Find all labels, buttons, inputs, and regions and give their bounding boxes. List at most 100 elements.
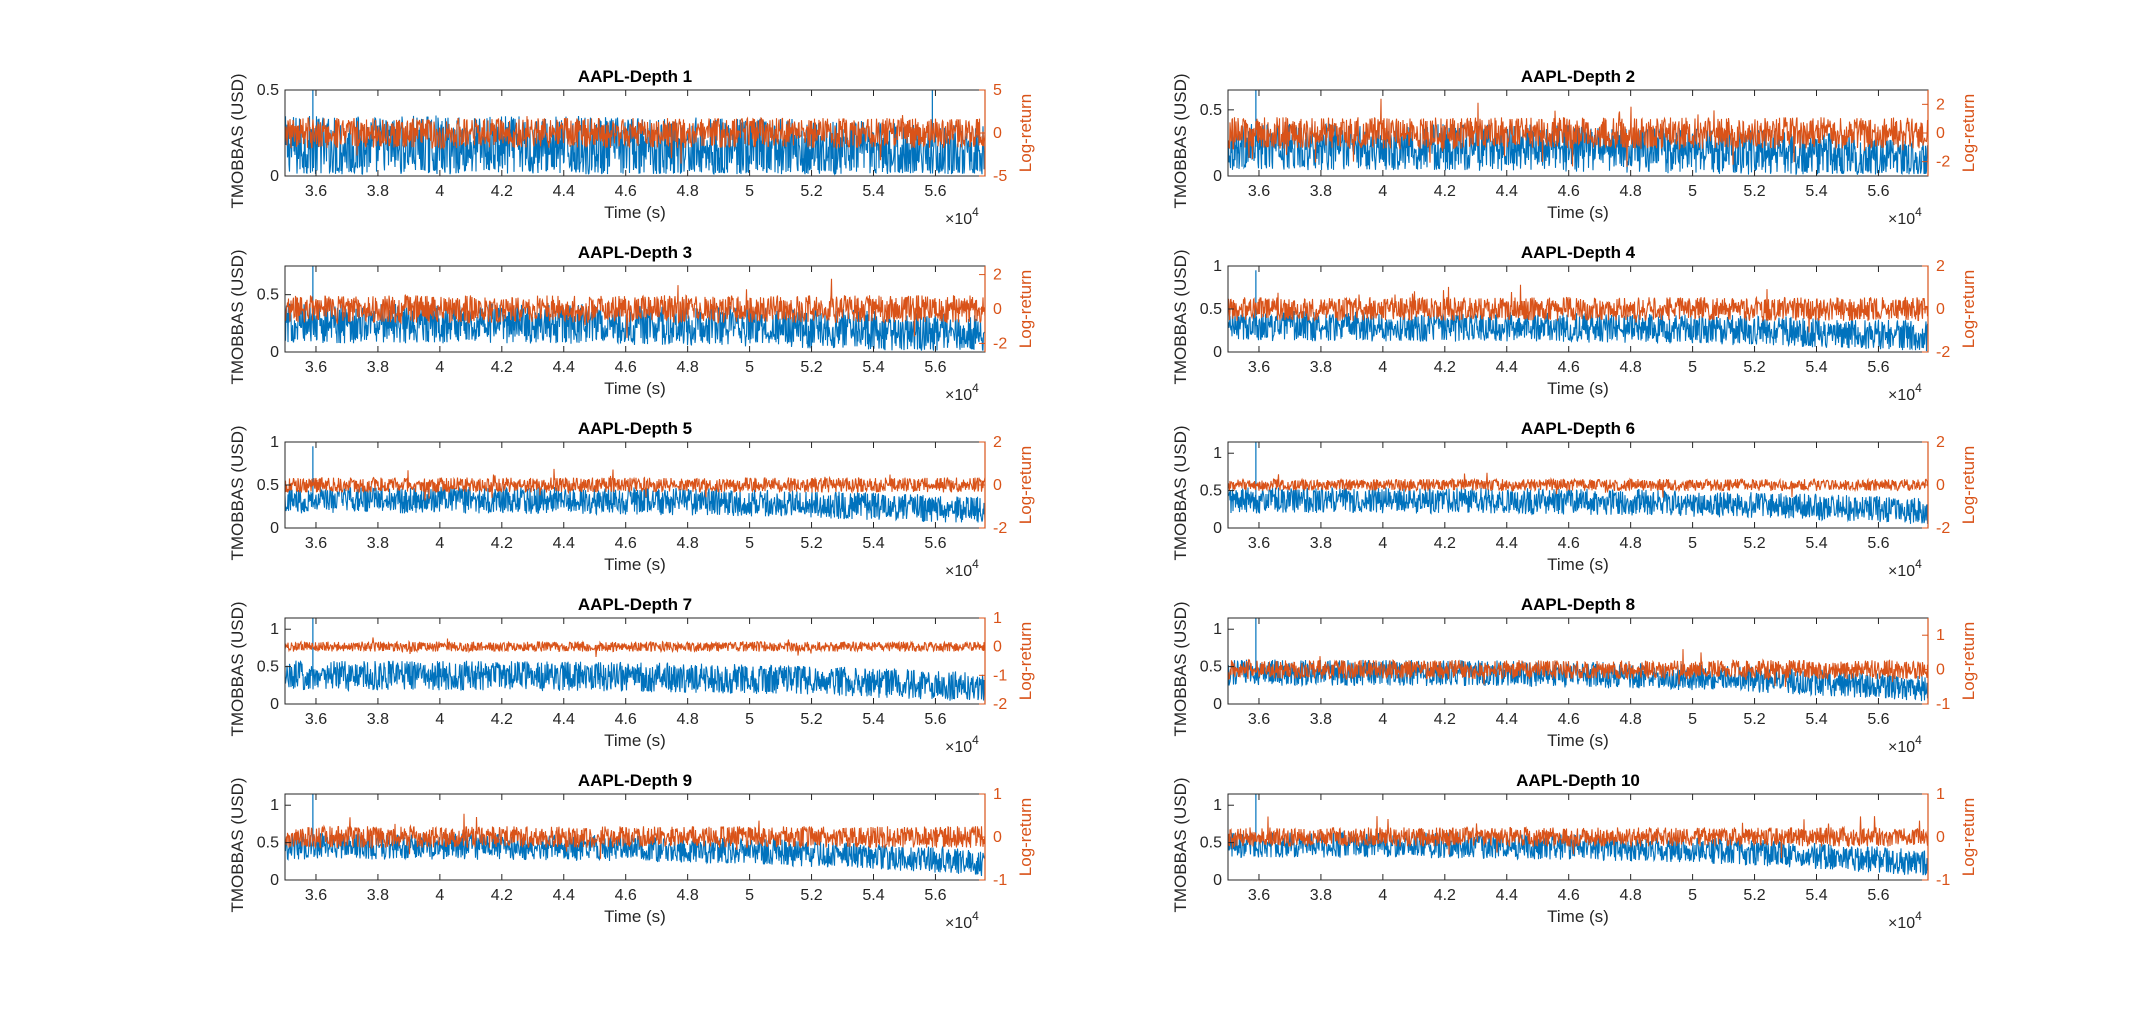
y-left-axis-label: TMOBBAS (USD) xyxy=(1171,601,1190,736)
y-left-tick-label: 0.5 xyxy=(257,477,279,494)
y-left-tick-label: 0 xyxy=(270,696,279,713)
subplot-title: AAPL-Depth 2 xyxy=(1521,67,1635,86)
y-left-axis-label: TMOBBAS (USD) xyxy=(228,73,247,208)
y-right-tick-label: -1 xyxy=(993,667,1007,684)
log-return-series-line xyxy=(1228,472,1928,498)
y-left-tick-label: 1 xyxy=(1213,445,1222,462)
x-tick-label: 4 xyxy=(435,359,444,376)
y-right-tick-label: 0 xyxy=(993,301,1002,318)
x-tick-label: 5.6 xyxy=(924,535,946,552)
y-left-tick-label: 0.5 xyxy=(1200,483,1222,500)
x-tick-label: 5.6 xyxy=(924,359,946,376)
y-left-tick-label: 0.5 xyxy=(1200,102,1222,119)
x-tick-label: 4.2 xyxy=(1434,535,1456,552)
y-right-axis-label: Log-return xyxy=(1959,94,1978,172)
x-tick-label: 5 xyxy=(745,711,754,728)
x-tick-label: 3.8 xyxy=(367,887,389,904)
x-tick-label: 5.4 xyxy=(862,535,884,552)
x-tick-label: 5.2 xyxy=(800,183,822,200)
x-tick-label: 5.2 xyxy=(800,711,822,728)
x-tick-label: 5.6 xyxy=(924,183,946,200)
x-tick-label: 4.2 xyxy=(491,711,513,728)
x-tick-label: 3.8 xyxy=(367,711,389,728)
y-right-tick-label: -2 xyxy=(1936,154,1950,171)
x-tick-label: 4 xyxy=(1378,183,1387,200)
x-tick-label: 5 xyxy=(1688,183,1697,200)
log-return-series-line xyxy=(285,813,985,859)
x-tick-label: 5.4 xyxy=(1805,887,1827,904)
y-left-tick-label: 1 xyxy=(270,434,279,451)
x-tick-label: 4.2 xyxy=(491,359,513,376)
y-right-tick-label: -1 xyxy=(1936,872,1950,889)
x-tick-label: 4.6 xyxy=(1558,887,1580,904)
x-tick-label: 5.4 xyxy=(1805,535,1827,552)
x-tick-label: 4 xyxy=(435,535,444,552)
subplot-1: 3.6 3.8 4 4.2 4.4 4.6 4.8 5 5.2 5.4 5.6 0 0.5 -5 0 5 AAP… xyxy=(228,67,1035,228)
y-left-tick-label: 0.5 xyxy=(1200,659,1222,676)
tmobbas-series-line xyxy=(285,115,985,176)
y-right-tick-label: -2 xyxy=(993,696,1007,713)
subplot-5: 3.6 3.8 4 4.2 4.4 4.6 4.8 5 5.2 5.4 5.6 0 0.5 1 -2 0 2 AA… xyxy=(228,419,1035,580)
y-right-tick-label: -5 xyxy=(993,168,1007,185)
log-return-series-line xyxy=(285,637,985,658)
x-tick-label: 4 xyxy=(1378,359,1387,376)
x-tick-label: 4.6 xyxy=(1558,183,1580,200)
log-return-series-line xyxy=(1228,816,1928,859)
x-tick-label: 4.6 xyxy=(1558,359,1580,376)
x-tick-label: 4.8 xyxy=(677,887,699,904)
x-exponent: ×104 xyxy=(945,733,979,756)
y-right-tick-label: 2 xyxy=(1936,258,1945,275)
x-tick-label: 5.6 xyxy=(1867,711,1889,728)
x-tick-label: 5.2 xyxy=(800,887,822,904)
y-left-axis-label: TMOBBAS (USD) xyxy=(228,425,247,560)
y-right-tick-label: 0 xyxy=(993,639,1002,656)
x-tick-label: 4.4 xyxy=(1496,183,1518,200)
x-tick-label: 3.6 xyxy=(305,887,327,904)
y-right-tick-label: 0 xyxy=(993,829,1002,846)
x-tick-label: 4.6 xyxy=(615,711,637,728)
y-right-axis-label: Log-return xyxy=(1959,270,1978,348)
x-tick-label: 5.6 xyxy=(1867,887,1889,904)
x-exponent: ×104 xyxy=(1888,733,1922,756)
x-tick-label: 4 xyxy=(435,711,444,728)
tmobbas-series-line xyxy=(285,660,985,703)
x-tick-label: 3.6 xyxy=(305,183,327,200)
x-tick-label: 5.2 xyxy=(800,359,822,376)
x-exponent: ×104 xyxy=(1888,909,1922,932)
log-return-series-line xyxy=(285,115,985,164)
x-tick-label: 3.8 xyxy=(1310,887,1332,904)
x-tick-label: 4.6 xyxy=(615,535,637,552)
y-right-tick-label: -1 xyxy=(993,872,1007,889)
log-return-series-line xyxy=(1228,98,1928,167)
x-tick-label: 4 xyxy=(435,183,444,200)
y-left-tick-label: 0 xyxy=(270,344,279,361)
x-exponent: ×104 xyxy=(1888,381,1922,404)
x-tick-label: 3.8 xyxy=(367,183,389,200)
x-axis-label: Time (s) xyxy=(1547,203,1609,222)
y-right-tick-label: 0 xyxy=(1936,301,1945,318)
tmobbas-series-line xyxy=(1228,659,1928,702)
x-tick-label: 4.8 xyxy=(677,535,699,552)
y-left-axis-label: TMOBBAS (USD) xyxy=(1171,73,1190,208)
x-tick-label: 4.2 xyxy=(1434,183,1456,200)
y-right-axis-label: Log-return xyxy=(1959,622,1978,700)
x-tick-label: 4.4 xyxy=(1496,887,1518,904)
x-tick-label: 5.6 xyxy=(924,711,946,728)
subplot-title: AAPL-Depth 9 xyxy=(578,771,692,790)
y-left-tick-label: 1 xyxy=(270,621,279,638)
x-tick-label: 4.2 xyxy=(491,887,513,904)
log-return-series-line xyxy=(1228,284,1928,333)
x-tick-label: 3.8 xyxy=(1310,711,1332,728)
x-tick-label: 3.6 xyxy=(1248,359,1270,376)
x-tick-label: 3.8 xyxy=(1310,535,1332,552)
y-right-axis-label: Log-return xyxy=(1959,446,1978,524)
y-right-axis-label: Log-return xyxy=(1016,446,1035,524)
x-tick-label: 4 xyxy=(1378,535,1387,552)
x-tick-label: 4.6 xyxy=(615,359,637,376)
y-left-tick-label: 0.5 xyxy=(257,82,279,99)
x-tick-label: 3.6 xyxy=(1248,535,1270,552)
x-tick-label: 5 xyxy=(1688,711,1697,728)
x-tick-label: 5.6 xyxy=(1867,183,1889,200)
y-right-tick-label: 0 xyxy=(993,125,1002,142)
